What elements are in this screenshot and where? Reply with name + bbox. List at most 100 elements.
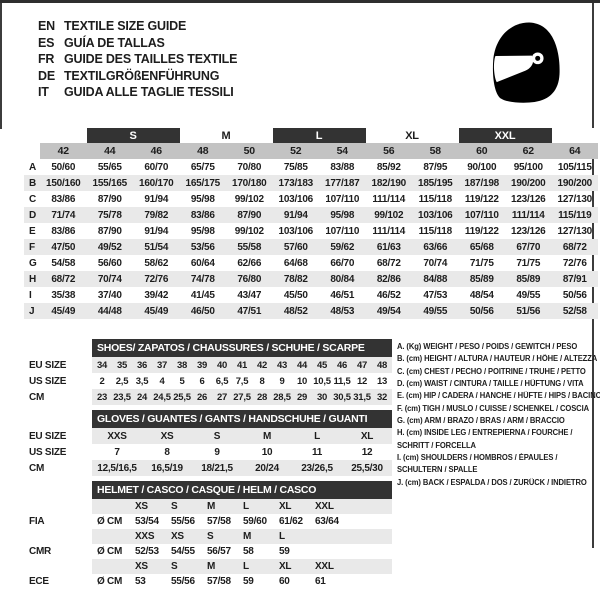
value-cell: 37	[152, 357, 172, 373]
header-row: HELMET / CASCO / CASQUE / HELM / CASCO	[24, 481, 392, 499]
language-label: GUÍA DE TALLAS	[64, 35, 165, 50]
value-cell: 57/58	[207, 576, 231, 587]
value-cell: 46/51	[330, 289, 355, 301]
value-cell: 23/26,5	[292, 460, 342, 476]
value-cell: 39	[192, 357, 212, 373]
value-cell: 48/54	[469, 289, 494, 301]
empty-band-cell	[40, 128, 87, 143]
value-cell: 53/54	[135, 516, 159, 527]
value-cell: 177/187	[319, 175, 366, 191]
value-cell: 187/198	[458, 175, 505, 191]
row-label: E	[29, 225, 36, 237]
value-cell: 173/183	[272, 175, 319, 191]
language-code: IT	[38, 85, 49, 100]
value-cell: 2,5	[115, 375, 129, 387]
helmet-value-row: ECE Ø CM 53 55/56 57/58 59 60 61	[24, 574, 392, 589]
value-cell: 53/56	[179, 239, 226, 255]
size-header: M	[202, 559, 238, 574]
corner-cell	[24, 339, 92, 357]
value-cell: 47/53	[423, 289, 448, 301]
value-cell: 83/86	[51, 193, 76, 205]
size-band-s: S	[86, 128, 180, 143]
size-header: XS	[166, 529, 202, 544]
value-cell: 123/126	[511, 193, 546, 205]
column-header: 58	[412, 143, 459, 159]
value-cell: 99/102	[234, 193, 264, 205]
value-cell: 95/98	[190, 193, 215, 205]
size-band-row: S M L XL XXL	[24, 128, 598, 143]
value-cell: 16,5/19	[142, 460, 192, 476]
size-band-l: L	[272, 128, 366, 143]
value-cell: 12,5/16,5	[92, 460, 142, 476]
shoes-table: SHOES/ ZAPATOS / CHAUSSURES / SCHUHE / S…	[24, 339, 392, 405]
row-label: CM	[29, 391, 45, 403]
value-cell: 50/56	[562, 289, 587, 301]
value-cell: 51/56	[505, 303, 552, 319]
value-cell: 6	[199, 375, 205, 387]
table-row: F 47/50 49/52 51/54 53/56 55/58 57/60 59/62 61/6…	[24, 239, 598, 255]
size-number-row: 42 44 46 48 50 52 54 56 58 60 62 64	[24, 143, 598, 159]
value-cell: 72/76	[562, 257, 587, 269]
value-cell: 70/80	[237, 161, 262, 173]
value-cell: 123/126	[511, 225, 546, 237]
table-row: A 50/60 55/65 60/70 65/75 70/80 75/85 83/88 85/9…	[24, 159, 598, 175]
value-cell: 24,5	[152, 389, 172, 405]
value-cell: 58	[243, 546, 254, 557]
value-cell: 87/91	[551, 271, 598, 287]
value-cell: 30,5	[332, 389, 352, 405]
value-cell: 30	[312, 389, 332, 405]
language-row: DE TEXTILGRÖßENFÜHRUNG	[38, 68, 237, 85]
value-cell: 79/82	[133, 207, 180, 223]
value-cell: 127/130	[557, 193, 593, 205]
value-cell: 83/86	[51, 225, 76, 237]
value-cell: 9	[214, 446, 220, 458]
corner-cell	[24, 128, 40, 143]
row-label-fia: FIA	[29, 516, 45, 527]
value-cell: 50/56	[458, 303, 505, 319]
row-label-ece: ECE	[29, 576, 49, 587]
size-header: XXL	[310, 499, 346, 514]
value-cell: 75/85	[283, 161, 308, 173]
value-cell: 45	[312, 357, 332, 373]
row-label: A	[29, 161, 36, 173]
size-header: XS	[130, 559, 166, 574]
value-cell: 107/110	[325, 225, 360, 237]
row-label: C	[29, 193, 36, 205]
value-cell: 107/110	[325, 193, 360, 205]
value-cell: 62/66	[237, 257, 262, 269]
value-cell: 49/55	[516, 289, 541, 301]
language-label: TEXTILGRÖßENFÜHRUNG	[64, 68, 220, 83]
value-cell: 85/89	[505, 271, 552, 287]
helmet-size-row: XXS XS S M L	[24, 529, 392, 544]
empty-cell	[92, 499, 130, 514]
corner-cell	[24, 143, 40, 159]
value-cell: 55/65	[97, 161, 122, 173]
value-cell: S	[192, 428, 242, 444]
value-cell: 85/89	[458, 271, 505, 287]
value-cell: 84/88	[412, 271, 459, 287]
value-cell: 59/60	[243, 516, 267, 527]
value-cell: 165/175	[179, 175, 226, 191]
value-cell: 90/100	[467, 161, 497, 173]
value-cell: 68/72	[376, 257, 401, 269]
value-cell: 170/180	[226, 175, 273, 191]
value-cell: 68/72	[551, 239, 598, 255]
value-cell: 71/74	[40, 207, 87, 223]
value-cell: 111/114	[372, 193, 406, 205]
value-cell: 6,5	[215, 375, 229, 387]
empty-cell	[346, 529, 392, 544]
row-label: CM	[29, 462, 45, 474]
value-cell: 38	[172, 357, 192, 373]
value-cell: 115/119	[551, 207, 598, 223]
value-cell: XL	[342, 428, 392, 444]
legend-line: D. (cm) WAIST / CINTURA / TAILLE / HÜFTU…	[397, 379, 584, 389]
value-cell: 51/54	[133, 239, 180, 255]
size-header: M	[238, 529, 274, 544]
value-cell: 65/68	[458, 239, 505, 255]
empty-cell	[346, 574, 392, 589]
value-cell: 48/52	[272, 303, 319, 319]
value-cell: 10	[261, 446, 273, 458]
value-cell: 45/49	[40, 303, 87, 319]
value-cell: 60/70	[144, 161, 169, 173]
